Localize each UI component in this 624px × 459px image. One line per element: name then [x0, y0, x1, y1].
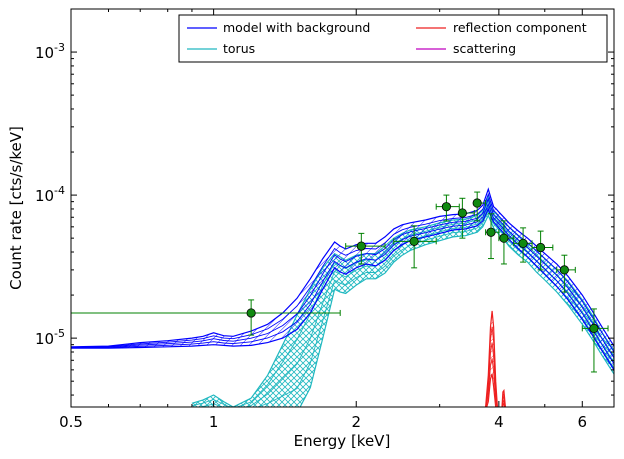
reflection-curve-upper — [484, 310, 507, 407]
series-layer — [71, 187, 614, 407]
data-point-3 — [393, 225, 437, 269]
data-point-marker — [472, 198, 482, 208]
data-point-9 — [513, 227, 533, 263]
x-axis-label: Energy [keV] — [294, 432, 391, 450]
torus-band — [191, 196, 614, 407]
model-curve-mid-1 — [71, 202, 614, 365]
legend-label-model: model with background — [223, 20, 370, 35]
data-point-4 — [435, 194, 460, 222]
data-point-marker — [589, 323, 599, 333]
model-curve-lower — [71, 207, 614, 371]
torus-curve-lower — [299, 214, 614, 407]
x-tick-label: 2 — [351, 413, 361, 431]
data-point-2 — [345, 232, 386, 265]
plot-area — [71, 187, 614, 407]
data-point-marker — [457, 208, 467, 218]
legend-box — [178, 14, 608, 63]
data-point-12 — [581, 308, 609, 373]
legend-label-torus: torus — [223, 41, 255, 56]
x-tick-label: 4 — [494, 413, 504, 431]
data-point-marker — [356, 241, 366, 251]
data-point-marker — [499, 233, 509, 243]
plot-frame — [70, 8, 615, 408]
data-point-11 — [556, 254, 576, 293]
data-point-1 — [71, 299, 341, 336]
data-point-marker — [246, 308, 256, 318]
data-point-8 — [498, 220, 515, 265]
model-curve-mid-2 — [71, 197, 614, 359]
y-tick-label: 10-4 — [35, 184, 65, 205]
legend: model with background torus reflection c… — [178, 14, 608, 63]
data-points-layer — [71, 191, 609, 373]
data-point-marker — [518, 238, 528, 248]
legend-label-reflection: reflection component — [453, 20, 587, 35]
y-tick-label: 10-5 — [35, 327, 65, 348]
y-tick-label-base: 10 — [35, 44, 54, 62]
model-curve-upper — [71, 187, 614, 348]
y-tick-label: 10-3 — [35, 41, 65, 62]
y-tick-label-base: 10 — [35, 187, 54, 205]
data-point-7 — [485, 213, 500, 260]
data-point-10 — [531, 230, 554, 271]
x-tick-label: 1 — [209, 413, 219, 431]
legend-label-scattering: scattering — [453, 41, 516, 56]
x-axis-ticks: 0.5 1 2 4 6 — [59, 9, 615, 431]
data-point-marker — [559, 265, 569, 275]
y-tick-label-exponent: -3 — [54, 41, 65, 54]
x-tick-label: 0.5 — [59, 413, 83, 431]
y-tick-label-base: 10 — [35, 330, 54, 348]
data-point-5 — [457, 197, 475, 239]
y-axis-ticks: 10-510-410-3 — [35, 8, 614, 396]
y-tick-label-exponent: -4 — [54, 184, 65, 197]
y-axis-label: Count rate [cts/s/keV] — [7, 126, 25, 290]
reflection-curve-lower — [486, 373, 506, 407]
data-point-marker — [409, 236, 419, 246]
model-curve-mid-3 — [71, 192, 614, 353]
x-tick-label: 6 — [578, 413, 588, 431]
data-point-marker — [441, 202, 452, 212]
data-point-6 — [472, 191, 487, 222]
data-point-marker — [486, 227, 496, 237]
data-point-marker — [536, 242, 546, 253]
y-tick-label-exponent: -5 — [54, 327, 65, 340]
